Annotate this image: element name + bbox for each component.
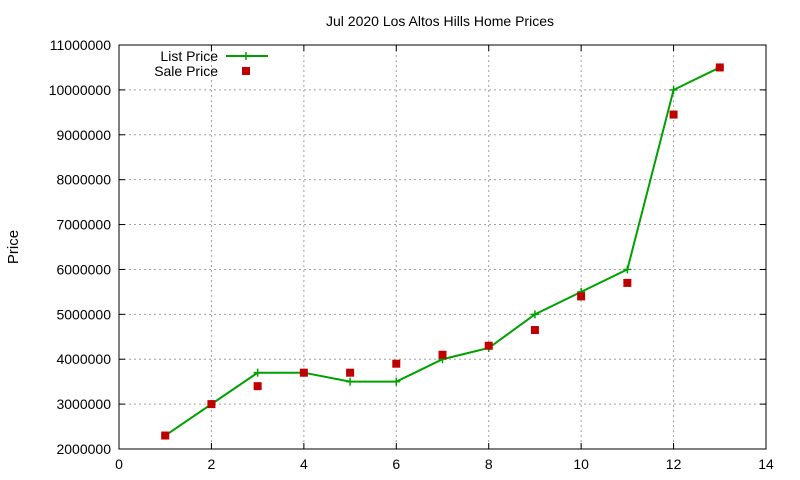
plot-frame xyxy=(118,44,767,450)
y-tick-label: 10000000 xyxy=(49,82,112,98)
x-axis-tick-labels: 0 2 4 6 8 10 12 14 xyxy=(115,456,774,472)
y-tick-label: 4000000 xyxy=(56,351,111,367)
legend-swatch-sale-price xyxy=(242,67,250,75)
x-tick-label: 2 xyxy=(208,456,216,472)
y-tick-label: 3000000 xyxy=(56,396,111,412)
legend-label-sale-price: Sale Price xyxy=(154,63,218,79)
axis-ticks xyxy=(118,44,767,450)
y-tick-label: 9000000 xyxy=(56,127,111,143)
sale-price-point xyxy=(577,292,586,301)
y-tick-label: 11000000 xyxy=(50,37,111,53)
legend-plus-marker xyxy=(242,52,250,60)
x-tick-label: 12 xyxy=(666,456,682,472)
series xyxy=(161,63,724,440)
legend-label-list-price: List Price xyxy=(160,48,218,64)
list-price-point xyxy=(669,85,678,94)
sale-price-point xyxy=(253,382,262,391)
sale-price-point xyxy=(161,431,170,440)
list-price-line xyxy=(164,66,721,437)
list-price-point xyxy=(253,368,262,377)
chart-title: Jul 2020 Los Altos Hills Home Prices xyxy=(326,13,554,29)
y-tick-label: 6000000 xyxy=(56,261,111,277)
y-tick-label: 8000000 xyxy=(56,172,111,188)
list-price-point xyxy=(530,310,539,319)
legend-square-marker xyxy=(242,67,250,75)
list-price-point xyxy=(392,377,401,386)
y-axis-label: Price xyxy=(5,230,22,264)
x-tick-label: 0 xyxy=(115,456,123,472)
legend-swatch-list-price xyxy=(226,52,268,60)
legend: List Price Sale Price xyxy=(154,48,268,79)
y-axis-tick-labels: 2000000 3000000 4000000 5000000 6000000 70000… xyxy=(49,37,112,457)
sale-price-point xyxy=(530,326,539,335)
x-tick-label: 14 xyxy=(758,456,774,472)
y-tick-label: 7000000 xyxy=(56,217,111,233)
x-tick-label: 8 xyxy=(485,456,493,472)
sale-price-point xyxy=(438,350,447,359)
sale-price-point xyxy=(392,359,401,368)
sale-price-point xyxy=(669,110,678,119)
x-tick-label: 4 xyxy=(300,456,308,472)
sale-price-point xyxy=(207,400,216,409)
list-price-point xyxy=(346,377,355,386)
sale-price-point xyxy=(484,341,493,350)
sale-price-point xyxy=(623,278,632,287)
list-price-point xyxy=(623,265,632,274)
y-tick-label: 5000000 xyxy=(56,306,111,322)
sale-price-point xyxy=(346,368,355,377)
sale-price-point xyxy=(299,368,308,377)
x-tick-label: 10 xyxy=(573,456,589,472)
x-tick-label: 6 xyxy=(392,456,400,472)
sale-price-point xyxy=(715,63,724,72)
y-tick-label: 2000000 xyxy=(56,441,111,457)
